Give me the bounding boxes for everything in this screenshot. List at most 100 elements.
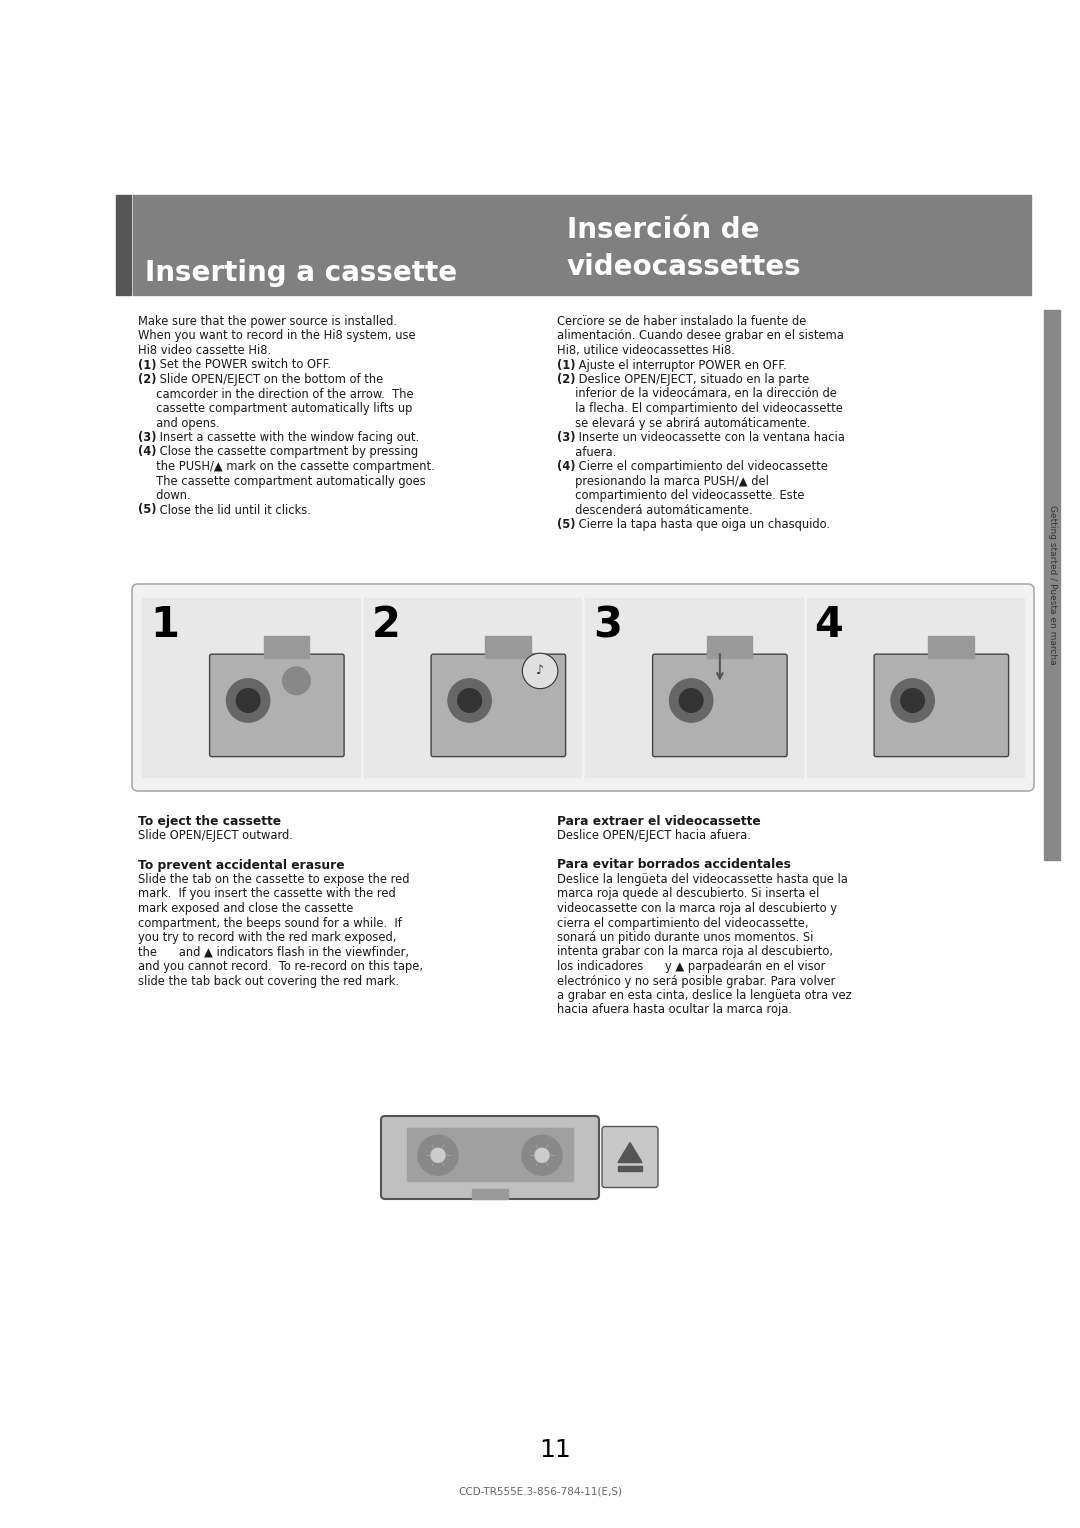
Text: Deslice la lengüeta del videocassette hasta que la: Deslice la lengüeta del videocassette ha…	[557, 872, 848, 886]
Text: slide the tab back out covering the red mark.: slide the tab back out covering the red …	[138, 975, 399, 987]
Bar	[618, 1166, 642, 1170]
Bar	[807, 597, 1024, 778]
Text: Para extraer el videocassette: Para extraer el videocassette	[557, 814, 760, 828]
Text: To prevent accidental erasure: To prevent accidental erasure	[138, 859, 345, 871]
Text: (5): (5)	[557, 518, 576, 532]
Text: Close the cassette compartment by pressing: Close the cassette compartment by pressi…	[156, 446, 418, 458]
Circle shape	[283, 668, 310, 695]
Text: CCD-TR555E.3-856-784-11(E,S): CCD-TR555E.3-856-784-11(E,S)	[458, 1487, 622, 1497]
Text: When you want to record in the Hi8 system, use: When you want to record in the Hi8 syste…	[138, 330, 416, 342]
Text: To eject the cassette: To eject the cassette	[138, 814, 281, 828]
Circle shape	[237, 689, 260, 712]
FancyBboxPatch shape	[210, 654, 345, 756]
Text: ♪: ♪	[536, 665, 544, 677]
Text: you try to record with the red mark exposed,: you try to record with the red mark expo…	[138, 931, 396, 944]
Text: a grabar en esta cinta, deslice la lengüeta otra vez: a grabar en esta cinta, deslice la lengü…	[557, 989, 852, 1002]
Text: sonará un pitido durante unos momentos. Si: sonará un pitido durante unos momentos. …	[557, 931, 813, 944]
Text: 4: 4	[814, 604, 843, 646]
Text: (1): (1)	[557, 359, 576, 371]
Bar	[364, 597, 581, 778]
Circle shape	[535, 1148, 549, 1163]
Text: alimentación. Cuando desee grabar en el sistema: alimentación. Cuando desee grabar en el …	[557, 330, 843, 342]
Circle shape	[448, 678, 491, 723]
Text: Slide the tab on the cassette to expose the red: Slide the tab on the cassette to expose …	[138, 872, 409, 886]
Text: the      and ▲ indicators flash in the viewfinder,: the and ▲ indicators flash in the viewfi…	[138, 946, 409, 958]
Text: (2): (2)	[557, 373, 576, 387]
Bar	[485, 637, 531, 659]
Text: presionando la marca PUSH/▲ del: presionando la marca PUSH/▲ del	[557, 475, 769, 487]
Bar	[407, 1128, 573, 1181]
Polygon shape	[618, 1143, 642, 1163]
Text: cierra el compartimiento del videocassette,: cierra el compartimiento del videocasset…	[557, 917, 809, 929]
Text: (5): (5)	[138, 504, 157, 516]
Text: Slide OPEN/EJECT outward.: Slide OPEN/EJECT outward.	[138, 830, 293, 842]
Text: se elevará y se abrirá automáticamente.: se elevará y se abrirá automáticamente.	[557, 417, 810, 429]
Text: Insert a cassette with the window facing out.: Insert a cassette with the window facing…	[156, 431, 419, 445]
Circle shape	[227, 678, 270, 723]
Text: descenderá automáticamente.: descenderá automáticamente.	[557, 504, 753, 516]
Text: hacia afuera hasta ocultar la marca roja.: hacia afuera hasta ocultar la marca roja…	[557, 1004, 792, 1016]
Bar	[1044, 310, 1059, 860]
Text: Inserte un videocassette con la ventana hacia: Inserte un videocassette con la ventana …	[575, 431, 845, 445]
Text: Ajuste el interruptor POWER en OFF.: Ajuste el interruptor POWER en OFF.	[575, 359, 786, 371]
Text: mark.  If you insert the cassette with the red: mark. If you insert the cassette with th…	[138, 888, 395, 900]
Text: afuera.: afuera.	[557, 446, 617, 458]
Text: Cercïore se de haber instalado la fuente de: Cercïore se de haber instalado la fuente…	[557, 315, 807, 329]
Text: Deslice OPEN/EJECT hacia afuera.: Deslice OPEN/EJECT hacia afuera.	[557, 830, 751, 842]
Text: Hi8, utilice videocassettes Hi8.: Hi8, utilice videocassettes Hi8.	[557, 344, 734, 358]
Text: Inserting a cassette: Inserting a cassette	[145, 260, 457, 287]
Text: camcorder in the direction of the arrow.  The: camcorder in the direction of the arrow.…	[138, 388, 414, 400]
Bar	[116, 196, 131, 295]
Circle shape	[431, 1148, 445, 1163]
Text: intenta grabar con la marca roja al descubierto,: intenta grabar con la marca roja al desc…	[557, 946, 833, 958]
Text: and opens.: and opens.	[138, 417, 219, 429]
Bar	[472, 1189, 508, 1199]
Text: compartimiento del videocassette. Este: compartimiento del videocassette. Este	[557, 489, 805, 503]
Text: 1: 1	[150, 604, 179, 646]
FancyBboxPatch shape	[874, 654, 1009, 756]
Text: Hi8 video cassette Hi8.: Hi8 video cassette Hi8.	[138, 344, 271, 358]
Text: 2: 2	[372, 604, 401, 646]
Circle shape	[901, 689, 924, 712]
Text: (4): (4)	[138, 446, 157, 458]
Circle shape	[523, 654, 558, 689]
Text: videocassettes: videocassettes	[567, 254, 801, 281]
Text: (3): (3)	[138, 431, 157, 445]
Circle shape	[458, 689, 482, 712]
Text: and you cannot record.  To re-record on this tape,: and you cannot record. To re-record on t…	[138, 960, 423, 973]
FancyBboxPatch shape	[652, 654, 787, 756]
Bar	[585, 597, 802, 778]
Text: 3: 3	[593, 604, 622, 646]
Circle shape	[522, 1135, 562, 1175]
Text: Getting started / Puesta en marcha: Getting started / Puesta en marcha	[1048, 506, 1056, 665]
Text: cassette compartment automatically lifts up: cassette compartment automatically lifts…	[138, 402, 413, 416]
Circle shape	[670, 678, 713, 723]
Text: down.: down.	[138, 489, 191, 503]
Text: Set the POWER switch to OFF.: Set the POWER switch to OFF.	[156, 359, 330, 371]
Text: videocassette con la marca roja al descubierto y: videocassette con la marca roja al descu…	[557, 902, 837, 915]
Text: Close the lid until it clicks.: Close the lid until it clicks.	[156, 504, 311, 516]
FancyBboxPatch shape	[381, 1115, 599, 1199]
FancyBboxPatch shape	[132, 584, 1034, 792]
Text: Cierre el compartimiento del videocassette: Cierre el compartimiento del videocasset…	[575, 460, 828, 474]
Text: electrónico y no será posible grabar. Para volver: electrónico y no será posible grabar. Pa…	[557, 975, 835, 987]
Text: Inserción de: Inserción de	[567, 215, 759, 244]
Text: 11: 11	[539, 1438, 571, 1462]
Circle shape	[891, 678, 934, 723]
Text: inferior de la videocámara, en la dirección de: inferior de la videocámara, en la direcc…	[557, 388, 837, 400]
FancyBboxPatch shape	[431, 654, 566, 756]
Text: The cassette compartment automatically goes: The cassette compartment automatically g…	[138, 475, 426, 487]
Text: Make sure that the power source is installed.: Make sure that the power source is insta…	[138, 315, 397, 329]
Text: (2): (2)	[138, 373, 157, 387]
Bar	[141, 597, 360, 778]
Bar	[264, 637, 310, 659]
Text: Para evitar borrados accidentales: Para evitar borrados accidentales	[557, 859, 791, 871]
Text: mark exposed and close the cassette: mark exposed and close the cassette	[138, 902, 353, 915]
Text: (3): (3)	[557, 431, 576, 445]
Text: la flecha. El compartimiento del videocassette: la flecha. El compartimiento del videoca…	[557, 402, 842, 416]
Bar	[133, 196, 1031, 295]
Text: Cierre la tapa hasta que oiga un chasquido.: Cierre la tapa hasta que oiga un chasqui…	[575, 518, 831, 532]
Circle shape	[418, 1135, 458, 1175]
Bar	[706, 637, 753, 659]
Bar	[929, 637, 974, 659]
